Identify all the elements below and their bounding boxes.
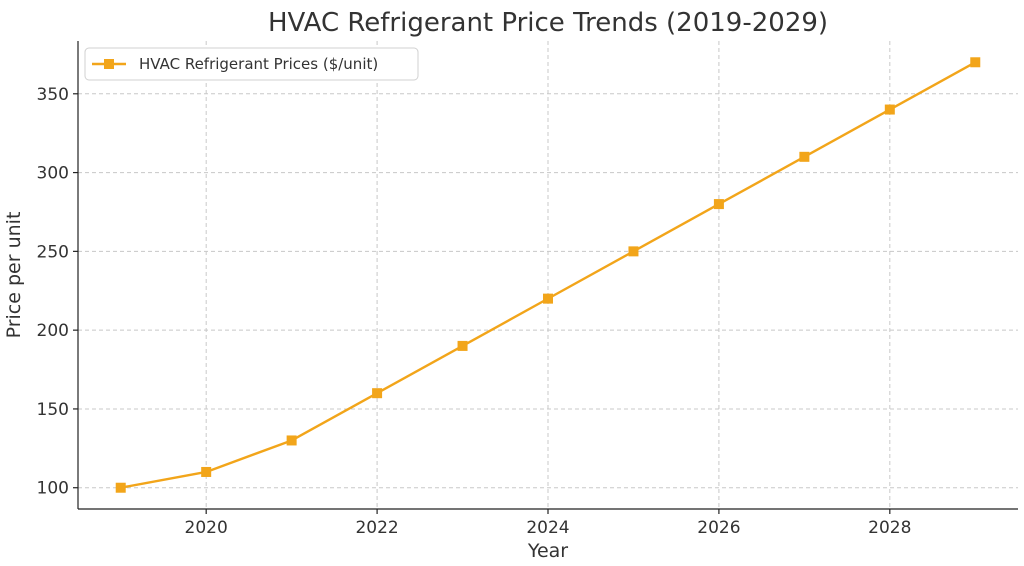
y-tick-label: 350 — [37, 85, 69, 105]
y-tick-label: 100 — [37, 479, 69, 499]
tick-labels: 2020 2022 2024 2026 2028 100 150 200 250 300 350 — [37, 85, 912, 538]
chart-title: HVAC Refrigerant Price Trends (2019-2029… — [268, 8, 828, 38]
data-point-marker — [115, 482, 126, 493]
data-point-marker — [970, 57, 981, 68]
x-tick-label: 2020 — [185, 518, 228, 538]
x-axis-title: Year — [527, 540, 568, 562]
grid — [78, 41, 1018, 509]
data-point-marker — [799, 151, 810, 162]
data-series — [115, 57, 981, 493]
data-point-marker — [543, 293, 553, 304]
x-tick-label: 2024 — [526, 518, 569, 538]
data-point-marker — [713, 199, 724, 210]
legend-square-marker-icon — [104, 59, 114, 69]
data-point-marker — [286, 435, 297, 446]
legend-box — [84, 47, 419, 81]
data-point-marker — [457, 340, 468, 351]
x-tick-label: 2022 — [355, 518, 398, 538]
legend: HVAC Refrigerant Prices ($/unit) — [84, 47, 419, 81]
y-tick-label: 250 — [37, 242, 69, 262]
y-axis-title: Price per unit — [3, 212, 25, 339]
data-point-marker — [884, 104, 895, 115]
data-point-marker — [372, 388, 383, 399]
data-point-marker — [201, 466, 212, 477]
legend-label: HVAC Refrigerant Prices ($/unit) — [139, 55, 378, 73]
x-tick-label: 2028 — [868, 518, 911, 538]
x-tick-label: 2026 — [697, 518, 740, 538]
y-tick-label: 200 — [37, 321, 69, 341]
y-tick-label: 300 — [37, 164, 69, 184]
data-point-marker — [628, 246, 639, 257]
y-tick-label: 150 — [37, 400, 69, 420]
